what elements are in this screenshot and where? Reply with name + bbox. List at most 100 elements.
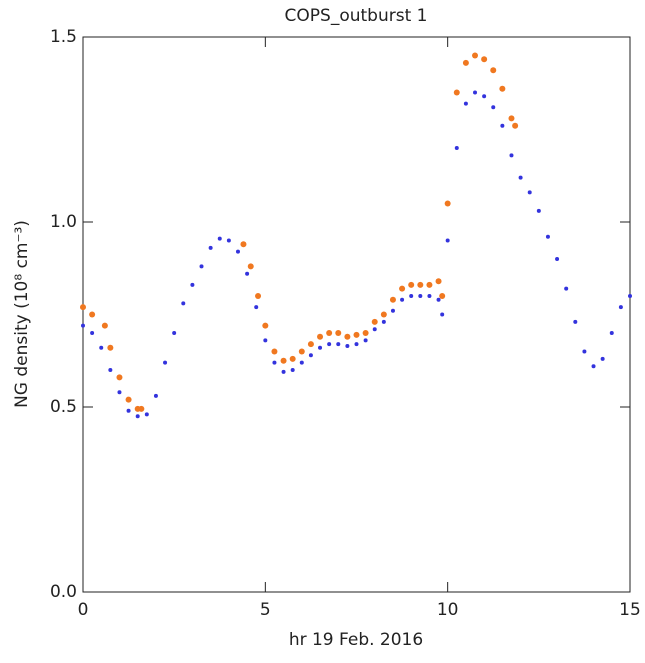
data-point	[307, 341, 314, 348]
data-point	[618, 305, 623, 310]
data-point	[417, 281, 424, 288]
data-point	[107, 344, 114, 351]
data-point	[108, 368, 113, 372]
data-point	[600, 356, 605, 361]
data-point	[481, 56, 488, 63]
data-point	[444, 200, 451, 207]
data-point	[399, 285, 406, 292]
data-point	[573, 319, 578, 324]
data-point	[345, 343, 350, 348]
data-point	[272, 360, 277, 365]
data-point	[435, 278, 442, 285]
data-point	[462, 59, 469, 66]
data-point	[426, 281, 433, 288]
data-point	[408, 281, 415, 288]
data-point	[427, 294, 432, 298]
data-point	[335, 330, 342, 336]
data-point	[490, 67, 497, 74]
data-point	[555, 257, 560, 261]
data-point	[89, 311, 96, 318]
data-point	[344, 333, 351, 340]
x-tick-label: 10	[437, 600, 459, 620]
x-tick-label: 15	[619, 600, 641, 620]
data-point	[317, 333, 324, 340]
x-tick-label: 0	[78, 600, 89, 620]
data-point	[255, 293, 262, 299]
y-tick-label: 0.0	[50, 582, 77, 602]
y-tick-label: 1.5	[50, 27, 77, 47]
data-point	[80, 304, 86, 311]
data-point	[299, 360, 304, 365]
data-point	[400, 297, 405, 302]
data-point	[144, 412, 149, 417]
data-point	[336, 342, 341, 347]
data-point	[454, 146, 459, 150]
data-point	[125, 396, 132, 403]
data-point	[518, 175, 523, 180]
data-point	[508, 115, 515, 122]
data-point	[363, 338, 368, 343]
data-point	[298, 348, 305, 355]
data-point	[439, 293, 446, 299]
data-point	[545, 234, 550, 239]
x-tick-label: 5	[260, 600, 271, 620]
data-point	[101, 322, 108, 329]
data-point	[509, 153, 514, 158]
data-point	[353, 331, 360, 338]
data-point	[354, 342, 359, 347]
data-point	[254, 305, 259, 310]
data-point	[436, 297, 441, 302]
y-axis-label: NG density (10⁸ cm⁻³)	[12, 220, 32, 408]
data-point	[289, 355, 296, 362]
data-point	[326, 330, 333, 336]
data-point	[536, 208, 541, 213]
data-point	[418, 294, 423, 298]
data-point	[512, 122, 519, 129]
chart-title: COPS_outburst 1	[285, 6, 428, 26]
data-point	[445, 238, 450, 243]
data-point	[240, 241, 247, 248]
data-point	[208, 245, 213, 250]
data-point	[472, 52, 479, 59]
data-point	[81, 323, 85, 328]
data-point	[263, 338, 268, 343]
data-point	[235, 249, 240, 254]
data-point	[190, 282, 195, 287]
data-point	[172, 331, 177, 335]
data-point	[245, 271, 250, 276]
data-point	[308, 353, 313, 358]
data-point	[290, 368, 295, 372]
data-point	[390, 308, 395, 313]
data-point	[271, 348, 278, 355]
data-point	[199, 264, 204, 269]
plot-frame	[82, 36, 631, 593]
data-point	[564, 286, 569, 291]
data-point	[226, 238, 231, 243]
data-point	[500, 123, 505, 128]
data-point	[372, 327, 377, 332]
data-point	[116, 374, 123, 381]
data-point	[473, 90, 478, 95]
data-point	[90, 331, 95, 335]
data-point	[389, 296, 396, 303]
data-point	[591, 364, 596, 369]
data-point	[163, 360, 168, 365]
data-point	[628, 294, 632, 298]
data-point	[609, 331, 614, 335]
data-point	[482, 94, 487, 99]
data-point	[371, 318, 378, 325]
data-point	[499, 85, 506, 92]
data-point	[99, 345, 104, 350]
data-point	[138, 405, 145, 412]
data-point	[247, 263, 254, 270]
x-axis-label: hr 19 Feb. 2016	[289, 630, 423, 650]
data-point	[153, 393, 158, 398]
data-point	[409, 294, 414, 298]
y-tick-label: 1.0	[50, 212, 77, 232]
data-point	[380, 311, 387, 318]
data-point	[491, 105, 496, 110]
y-tick-label: 0.5	[50, 397, 77, 417]
data-point	[181, 301, 186, 306]
data-point	[318, 345, 323, 350]
